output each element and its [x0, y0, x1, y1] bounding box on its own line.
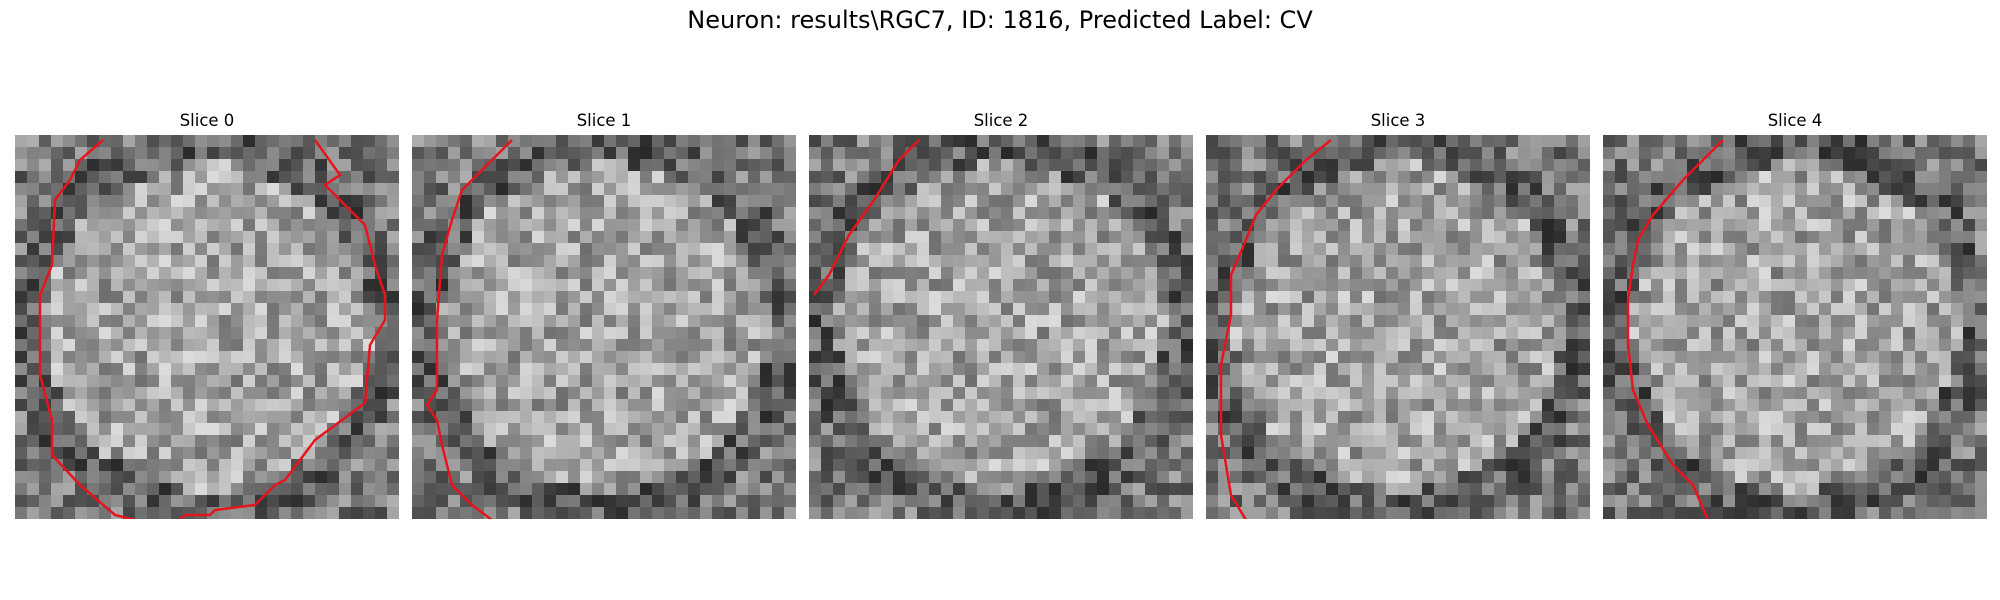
slice-image	[1603, 135, 1987, 519]
contour-line	[813, 139, 920, 296]
figure-title: Neuron: results\RGC7, ID: 1816, Predicte…	[687, 6, 1313, 34]
slice-panel-4: Slice 4	[1603, 109, 1987, 519]
slice-title: Slice 1	[576, 111, 632, 130]
slice-image	[809, 135, 1193, 519]
slice-title: Slice 4	[1767, 111, 1823, 130]
slice-title: Slice 3	[1370, 111, 1426, 130]
contour-line	[425, 139, 513, 519]
slice-image	[412, 135, 796, 519]
slice-title: Slice 2	[973, 111, 1029, 130]
contour-line	[1219, 139, 1332, 519]
slice-image	[15, 135, 399, 519]
slice-title: Slice 0	[179, 111, 235, 130]
slice-panel-0: Slice 0	[15, 109, 399, 519]
contour-line	[38, 139, 387, 519]
slice-panel-1: Slice 1	[412, 109, 796, 519]
slice-panel-2: Slice 2	[809, 109, 1193, 519]
slice-image	[1206, 135, 1590, 519]
slice-panel-3: Slice 3	[1206, 109, 1590, 519]
contour-line	[1626, 139, 1724, 519]
